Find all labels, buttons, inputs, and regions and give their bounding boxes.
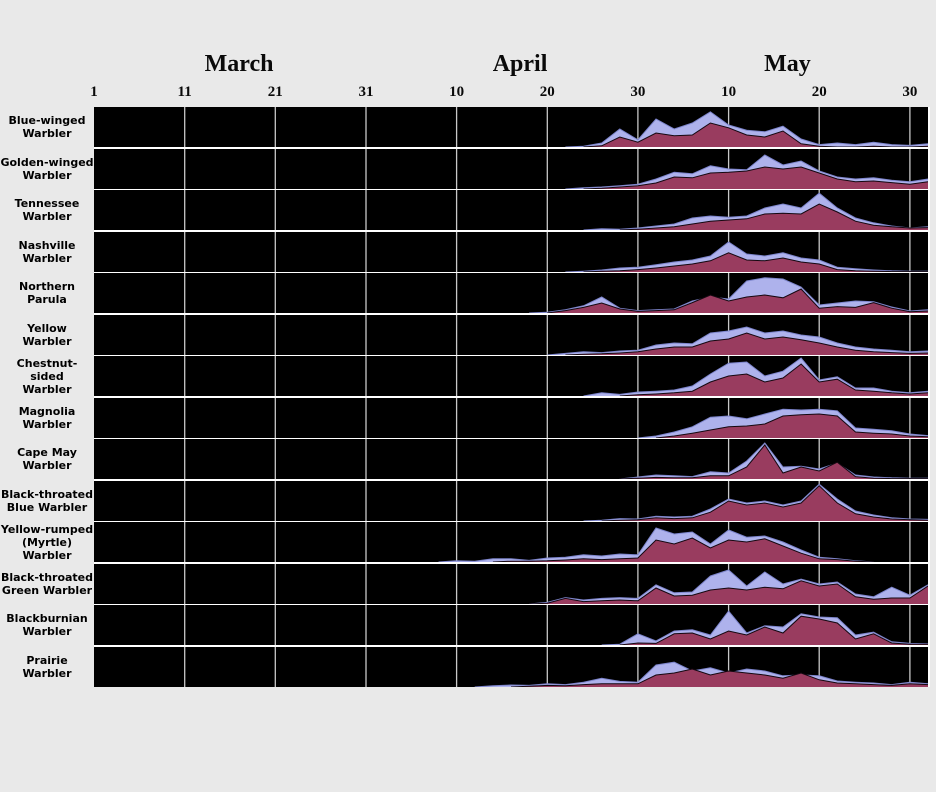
species-label-line: Parula bbox=[27, 293, 67, 306]
species-label-line: Warbler bbox=[22, 382, 72, 396]
species-panel bbox=[94, 397, 928, 438]
tick-label: 21 bbox=[267, 84, 283, 100]
species-label-line: Warbler bbox=[22, 666, 72, 680]
species-label-line: Warbler bbox=[22, 210, 72, 223]
species-panel bbox=[94, 605, 928, 645]
species-label-line: Warbler bbox=[22, 168, 72, 182]
species-label: Golden-winged Warbler bbox=[0, 149, 94, 189]
tick-label: 10 bbox=[721, 84, 737, 100]
species-label-line: Nashville bbox=[18, 238, 76, 252]
species-area-chart bbox=[94, 107, 928, 147]
species-label: Yellow Warbler bbox=[0, 315, 94, 355]
species-area-chart bbox=[94, 190, 928, 230]
species-panel bbox=[94, 439, 928, 479]
species-label-line: Tennessee bbox=[14, 197, 80, 210]
species-label: Cape May Warbler bbox=[0, 439, 94, 479]
species-panel bbox=[94, 273, 928, 313]
species-area-chart bbox=[94, 605, 928, 645]
month-label-march: March bbox=[204, 51, 274, 77]
species-label-line: Warbler bbox=[22, 417, 72, 431]
species-panel bbox=[94, 646, 928, 687]
species-area-chart bbox=[94, 273, 928, 313]
species-label-line: Prairie bbox=[26, 653, 68, 667]
species-area-chart bbox=[94, 439, 928, 479]
species-label: Nashville Warbler bbox=[0, 232, 94, 272]
species-label-line: Warbler bbox=[22, 127, 72, 140]
species-area-chart bbox=[94, 314, 928, 355]
species-area-chart bbox=[94, 231, 928, 272]
tick-label: 11 bbox=[177, 84, 192, 100]
species-area-chart bbox=[94, 646, 928, 687]
species-label-line: Chestnut-sided bbox=[16, 356, 78, 383]
species-label-line: Yellow bbox=[27, 321, 67, 335]
plot-area bbox=[94, 107, 930, 687]
species-area-chart bbox=[94, 522, 928, 562]
species-area-chart bbox=[94, 356, 928, 396]
species-label-line: Warbler bbox=[22, 625, 72, 638]
species-panel bbox=[94, 480, 928, 521]
species-label: Black-throated Green Warbler bbox=[0, 564, 94, 604]
species-label: Blackburnian Warbler bbox=[0, 605, 94, 645]
month-label-april: April bbox=[492, 51, 548, 77]
species-area-chart bbox=[94, 397, 928, 438]
species-panel bbox=[94, 107, 928, 147]
tick-label: 30 bbox=[902, 84, 918, 100]
species-label-line: Blue Warbler bbox=[6, 500, 88, 514]
species-panel bbox=[94, 190, 928, 230]
species-label: Prairie Warbler bbox=[0, 647, 94, 687]
species-label: Black-throated Blue Warbler bbox=[0, 481, 94, 521]
species-label-line: Warbler bbox=[22, 459, 72, 472]
species-panel bbox=[94, 231, 928, 272]
species-panel bbox=[94, 522, 928, 562]
species-label-line: Golden-winged bbox=[0, 155, 94, 169]
species-panel bbox=[94, 356, 928, 396]
species-label-line: Yellow-rumped bbox=[0, 522, 94, 536]
species-label-line: Northern bbox=[19, 280, 75, 293]
species-area-chart bbox=[94, 480, 928, 521]
species-label: Yellow-rumped (Myrtle) Warbler bbox=[0, 522, 94, 562]
tick-label: 1 bbox=[90, 84, 98, 100]
species-panel bbox=[94, 148, 928, 189]
species-label-line: Blue-winged bbox=[8, 114, 86, 127]
species-label-line: Warbler bbox=[22, 251, 72, 265]
species-label-line: Warbler bbox=[22, 334, 72, 348]
species-label-line: Blackburnian bbox=[6, 612, 88, 625]
species-area-chart bbox=[94, 563, 928, 604]
species-panel bbox=[94, 563, 928, 604]
species-label-line: Black-throated bbox=[0, 487, 94, 501]
species-label-line: Magnolia bbox=[18, 404, 76, 418]
month-label-may: May bbox=[764, 51, 811, 77]
tick-label: 20 bbox=[539, 84, 555, 100]
species-label-line: Warbler bbox=[22, 548, 72, 562]
species-label-line: Cape May bbox=[17, 446, 77, 459]
species-label-line: (Myrtle) bbox=[21, 535, 73, 549]
tick-label: 30 bbox=[630, 84, 646, 100]
species-area-chart bbox=[94, 148, 928, 189]
species-label: Magnolia Warbler bbox=[0, 398, 94, 438]
tick-label: 31 bbox=[358, 84, 374, 100]
species-label: Tennessee Warbler bbox=[0, 190, 94, 230]
tick-label: 20 bbox=[811, 84, 827, 100]
species-panel bbox=[94, 314, 928, 355]
tick-label: 10 bbox=[449, 84, 465, 100]
species-label: Chestnut-sided Warbler bbox=[0, 356, 94, 396]
species-label: Blue-winged Warbler bbox=[0, 107, 94, 147]
species-label-line: Green Warbler bbox=[1, 583, 93, 597]
species-label: Northern Parula bbox=[0, 273, 94, 313]
species-label-line: Black-throated bbox=[0, 570, 94, 584]
